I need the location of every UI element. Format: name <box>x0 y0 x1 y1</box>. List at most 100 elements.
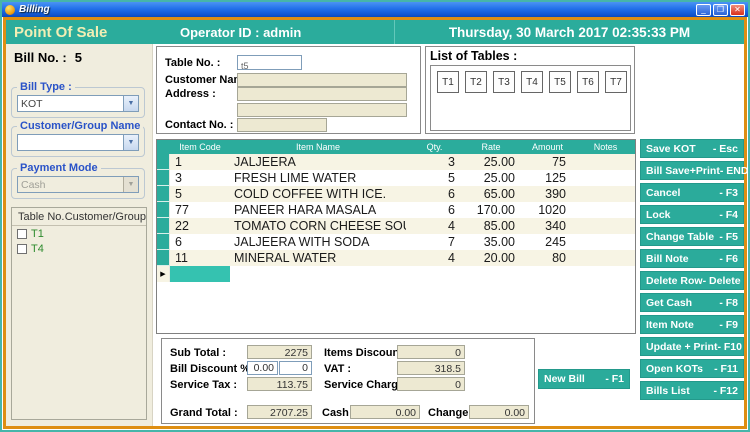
bill-type-group: Bill Type : KOT ▼ <box>11 81 145 118</box>
items-discount-value: 0 <box>397 345 465 359</box>
action-button-key: - F11 <box>714 362 738 375</box>
table-button[interactable]: T6 <box>577 71 599 93</box>
table-row[interactable]: 22 TOMATO CORN CHEESE SOUP 4 85.00 340 <box>157 218 635 234</box>
action-button-label: Bill Save+Print <box>646 164 720 177</box>
selector-col-header <box>157 140 170 154</box>
open-tables-list[interactable]: Table No. Customer/Group T1 T4 <box>11 207 147 420</box>
table-row[interactable]: 77 PANEER HARA MASALA 6 170.00 1020 <box>157 202 635 218</box>
current-entry-row[interactable]: ▶ <box>157 266 635 282</box>
table-no-input[interactable] <box>238 59 301 73</box>
table-row[interactable]: 3 FRESH LIME WATER 5 25.00 125 <box>157 170 635 186</box>
checkbox[interactable] <box>17 243 27 254</box>
address-field-1[interactable] <box>237 87 407 101</box>
header-band: Point Of Sale Operator ID : admin Thursd… <box>6 20 744 44</box>
table-button[interactable]: T2 <box>465 71 487 93</box>
table-button[interactable]: T3 <box>493 71 515 93</box>
bill-discount-amt-input[interactable] <box>280 362 311 374</box>
customer-group-select[interactable]: ▼ <box>17 134 139 151</box>
cell-item-name: TOMATO CORN CHEESE SOUP <box>234 219 406 233</box>
page-title: Point Of Sale <box>14 23 108 41</box>
col-notes: Notes <box>593 142 618 152</box>
list-of-tables-panel: List of Tables : T1 T2 T3 T4 T5 T6 T7 <box>425 46 635 134</box>
action-button[interactable]: Lock - F4 <box>640 205 744 224</box>
window-title: Billing <box>19 4 50 15</box>
customer-group-group: Customer/Group Name ▼ <box>11 120 145 157</box>
action-button[interactable]: Cancel - F3 <box>640 183 744 202</box>
new-bill-label: New Bill <box>544 373 585 385</box>
action-button[interactable]: Item Note - F9 <box>640 315 744 334</box>
contact-no-field[interactable] <box>237 118 327 132</box>
customer-group-label: Customer/Group Name <box>17 120 144 132</box>
items-grid-body: 1 JALJEERA 3 25.00 75 3 FRESH LIME WATER… <box>157 154 635 266</box>
action-button[interactable]: Delete Row - Delete <box>640 271 744 290</box>
cell-rate: 25.00 <box>483 171 515 185</box>
action-button-column: Save KOT - Esc Bill Save+Print - END Can… <box>640 139 748 403</box>
table-label: T1 <box>31 227 44 240</box>
cell-rate: 85.00 <box>483 219 515 233</box>
row-selector[interactable] <box>157 202 170 218</box>
sub-total-label: Sub Total : <box>170 347 227 359</box>
chevron-down-icon[interactable]: ▼ <box>123 135 138 150</box>
current-row-arrow-icon: ▶ <box>157 266 170 282</box>
title-bar[interactable]: Billing _ ❐ ✕ <box>2 2 748 17</box>
table-no-field-wrap <box>237 55 302 73</box>
action-button[interactable]: Open KOTs - F11 <box>640 359 744 378</box>
action-button-key: - F10 <box>717 340 742 353</box>
bill-discount-amt-wrap <box>279 361 312 375</box>
list-item[interactable]: T4 <box>12 241 146 256</box>
table-row[interactable]: 5 COLD COFFEE WITH ICE. 6 65.00 390 <box>157 186 635 202</box>
chevron-down-icon[interactable]: ▼ <box>123 96 138 111</box>
row-selector[interactable] <box>157 250 170 266</box>
action-button[interactable]: Bill Note - F6 <box>640 249 744 268</box>
payment-mode-group: Payment Mode Cash ▼ <box>11 162 145 199</box>
action-button[interactable]: Update + Print - F10 <box>640 337 744 356</box>
close-button[interactable]: ✕ <box>730 3 745 16</box>
table-row[interactable]: 6 JALJEERA WITH SODA 7 35.00 245 <box>157 234 635 250</box>
cell-qty: 6 <box>448 187 455 201</box>
table-row[interactable]: 11 MINERAL WATER 4 20.00 80 <box>157 250 635 266</box>
cell-qty: 6 <box>448 203 455 217</box>
table-row[interactable]: 1 JALJEERA 3 25.00 75 <box>157 154 635 170</box>
cell-amount: 1020 <box>538 203 566 217</box>
table-button[interactable]: T7 <box>605 71 627 93</box>
row-selector[interactable] <box>157 154 170 170</box>
restore-button[interactable]: ❐ <box>713 3 728 16</box>
action-button-label: Change Table <box>646 230 715 243</box>
items-grid-header: Item Code Item Name Qty. Rate Amount Not… <box>157 140 635 154</box>
action-button[interactable]: Change Table - F5 <box>640 227 744 246</box>
cell-rate: 170.00 <box>476 203 515 217</box>
action-button[interactable]: Save KOT - Esc <box>640 139 744 158</box>
row-selector[interactable] <box>157 234 170 250</box>
app-icon <box>5 4 15 15</box>
table-button[interactable]: T4 <box>521 71 543 93</box>
col-item-name: Item Name <box>295 142 340 152</box>
cell-item-name: FRESH LIME WATER <box>234 171 357 185</box>
action-button-key: - Delete <box>702 274 741 287</box>
bill-discount-pct-input[interactable] <box>248 362 277 374</box>
new-bill-button[interactable]: New Bill - F1 <box>538 369 630 389</box>
row-selector[interactable] <box>157 186 170 202</box>
customer-name-field[interactable] <box>237 73 407 87</box>
active-item-code-cell[interactable] <box>170 266 230 282</box>
address-field-2[interactable] <box>237 103 407 117</box>
customer-info-panel: Table No. : Customer Name : Address : Co… <box>156 46 421 134</box>
vat-value: 318.5 <box>397 361 465 375</box>
action-button[interactable]: Bills List - F12 <box>640 381 744 400</box>
action-button[interactable]: Get Cash - F8 <box>640 293 744 312</box>
checkbox[interactable] <box>17 228 27 239</box>
action-button-label: Bills List <box>646 384 690 397</box>
operator-id-label: Operator ID : admin <box>180 24 302 40</box>
table-button[interactable]: T5 <box>549 71 571 93</box>
row-selector[interactable] <box>157 170 170 186</box>
minimize-button[interactable]: _ <box>696 3 711 16</box>
action-button-key: - F3 <box>719 186 738 199</box>
action-button[interactable]: Bill Save+Print - END <box>640 161 748 180</box>
table-button[interactable]: T1 <box>437 71 459 93</box>
cell-item-code: 1 <box>175 155 182 169</box>
row-selector[interactable] <box>157 218 170 234</box>
list-item[interactable]: T1 <box>12 226 146 241</box>
cell-amount: 80 <box>552 251 566 265</box>
contact-no-label: Contact No. : <box>165 119 234 131</box>
bill-number-label: Bill No. : <box>14 50 67 65</box>
bill-type-select[interactable]: KOT ▼ <box>17 95 139 112</box>
